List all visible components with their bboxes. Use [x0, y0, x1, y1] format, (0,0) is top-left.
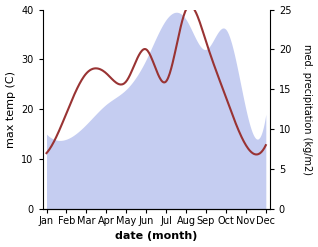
X-axis label: date (month): date (month) [115, 231, 197, 242]
Y-axis label: med. precipitation (kg/m2): med. precipitation (kg/m2) [302, 44, 313, 175]
Y-axis label: max temp (C): max temp (C) [5, 71, 16, 148]
